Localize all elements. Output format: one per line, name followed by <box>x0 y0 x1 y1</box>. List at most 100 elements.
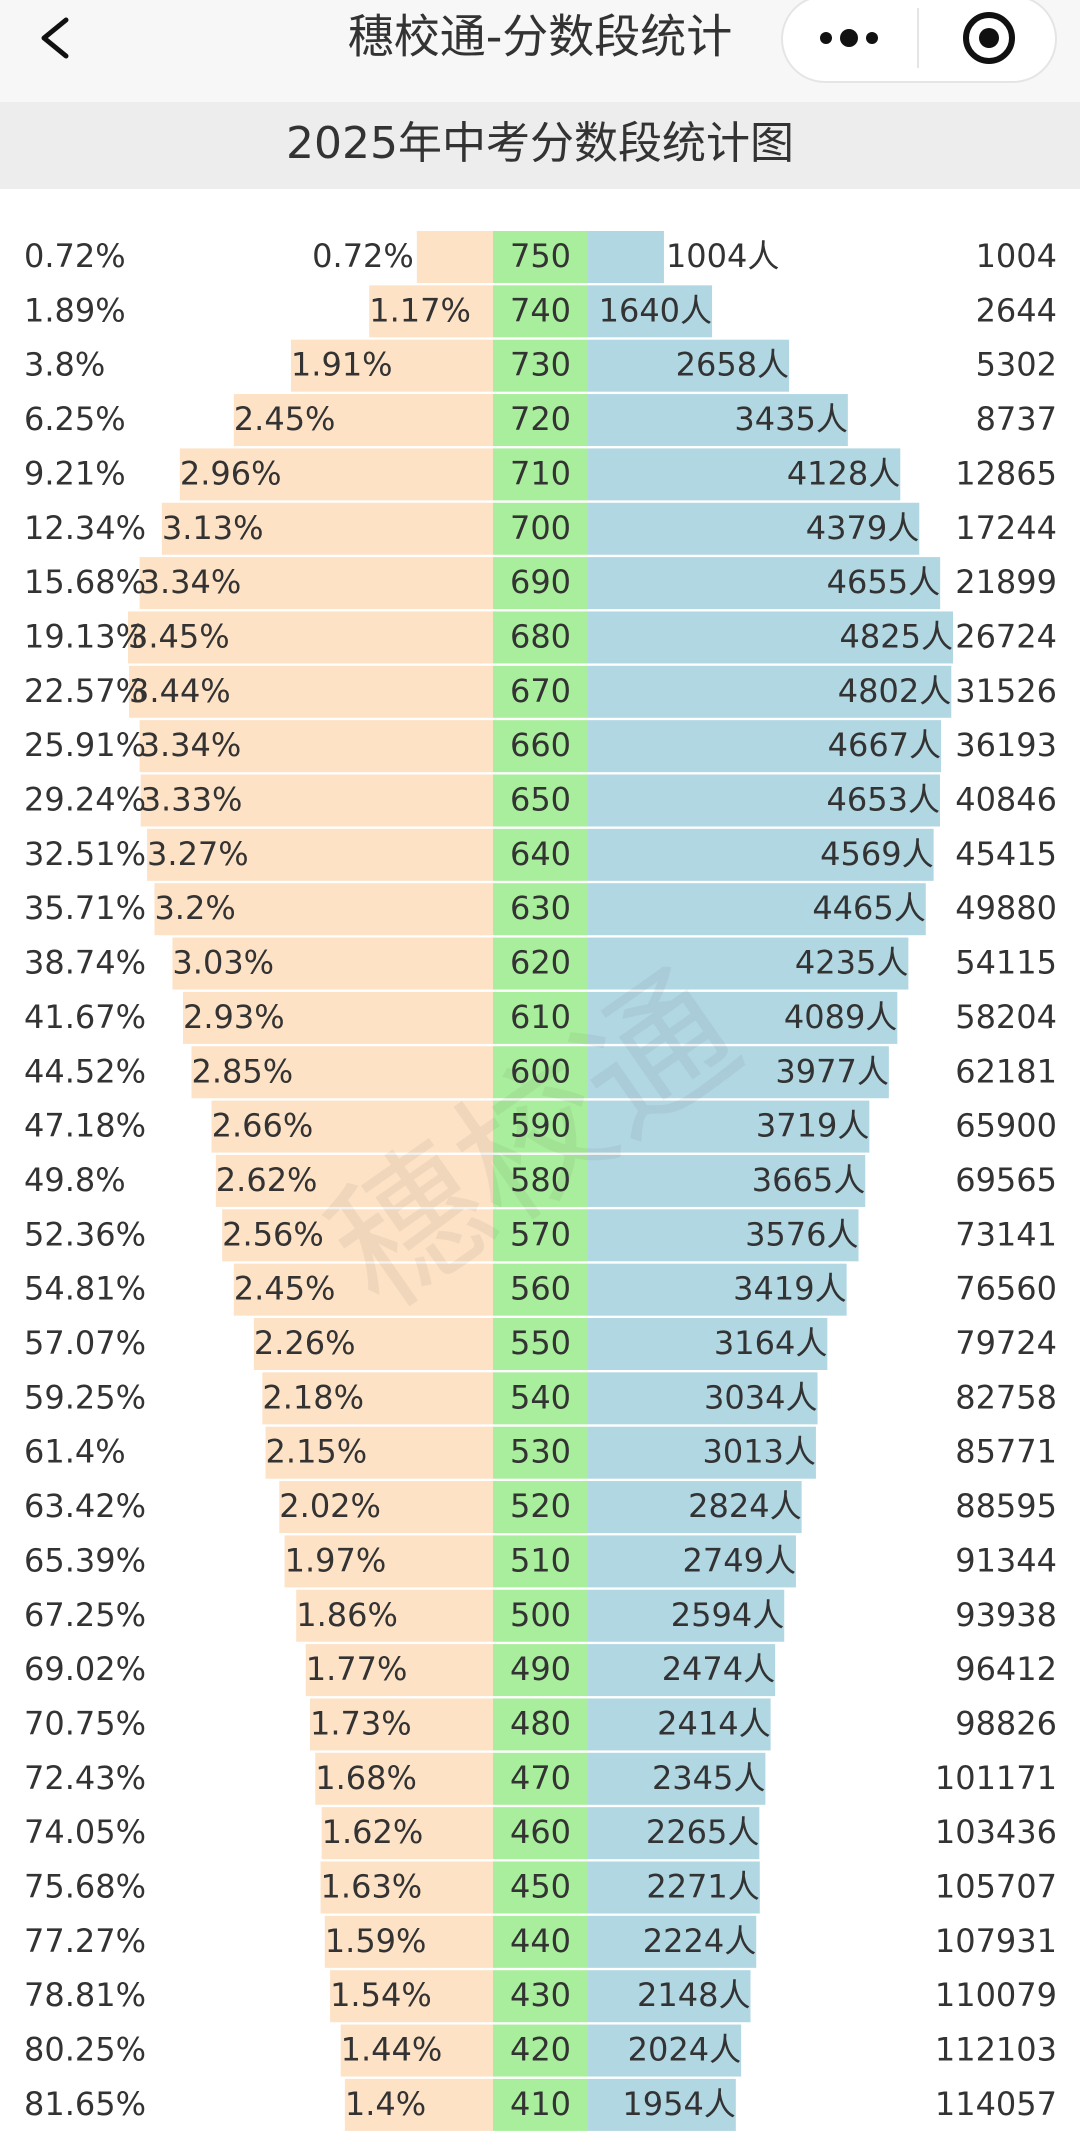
left-bar <box>262 1372 493 1425</box>
left-value-label: 1.73% <box>310 1704 412 1742</box>
right-bar <box>588 611 953 664</box>
left-value-label: 2.15% <box>266 1433 368 1471</box>
left-value-label: 1.62% <box>322 1813 424 1851</box>
right-value-label: 3013人 <box>702 1433 815 1471</box>
right-bar <box>588 1698 771 1751</box>
score-cell <box>493 1263 588 1316</box>
right-bar <box>588 1644 776 1697</box>
left-value-label: 2.26% <box>254 1324 356 1362</box>
left-value-label: 2.56% <box>222 1215 324 1253</box>
cumulative-percent: 70.75% <box>24 1704 146 1742</box>
score-label: 570 <box>510 1215 571 1253</box>
left-bar <box>172 937 493 990</box>
score-cell <box>493 2024 588 2077</box>
cumulative-percent: 38.74% <box>24 944 146 982</box>
right-bar <box>588 665 952 718</box>
score-label: 530 <box>510 1433 571 1471</box>
close-button[interactable] <box>963 12 1015 64</box>
right-value-label: 1954人 <box>622 2085 735 2123</box>
left-bar <box>369 285 493 338</box>
left-bar <box>147 828 494 881</box>
right-bar <box>588 991 898 1044</box>
left-bar <box>161 502 493 555</box>
right-bar <box>588 1100 870 1153</box>
cumulative-percent: 32.51% <box>24 835 146 873</box>
cumulative-count: 98826 <box>955 1704 1057 1742</box>
score-cell <box>493 611 588 664</box>
left-bar <box>233 1263 493 1316</box>
left-value-label: 3.45% <box>128 617 230 655</box>
right-bar <box>588 1046 889 1099</box>
cumulative-count: 82758 <box>955 1378 1057 1416</box>
left-bar <box>265 1426 493 1479</box>
right-value-label: 3977人 <box>775 1052 888 1090</box>
right-value-label: 1004人 <box>666 237 779 275</box>
score-cell <box>493 991 588 1044</box>
left-value-label: 1.59% <box>325 1922 427 1960</box>
cumulative-count: 40846 <box>955 781 1057 819</box>
cumulative-count: 36193 <box>955 726 1057 764</box>
cumulative-percent: 59.25% <box>24 1378 146 1416</box>
left-bar <box>253 1318 493 1370</box>
cumulative-count: 12865 <box>955 454 1057 492</box>
score-label: 720 <box>510 400 571 438</box>
right-bar <box>588 2024 742 2077</box>
score-cell <box>493 828 588 881</box>
cumulative-percent: 44.52% <box>24 1052 146 1090</box>
left-bar <box>296 1589 493 1642</box>
cumulative-percent: 61.4% <box>24 1433 126 1471</box>
score-label: 620 <box>510 944 571 982</box>
cumulative-count: 73141 <box>955 1215 1057 1253</box>
cumulative-percent: 19.13% <box>24 617 146 655</box>
right-value-label: 3164人 <box>714 1324 827 1362</box>
right-value-label: 4825人 <box>840 617 953 655</box>
score-label: 550 <box>510 1324 571 1362</box>
cumulative-count: 91344 <box>955 1541 1057 1579</box>
more-button[interactable] <box>820 29 878 47</box>
right-value-label: 2824人 <box>688 1487 801 1525</box>
cumulative-count: 76560 <box>955 1270 1057 1308</box>
right-bar <box>588 285 713 338</box>
left-value-label: 2.66% <box>212 1107 314 1145</box>
cumulative-count: 65900 <box>955 1107 1057 1145</box>
right-bar <box>588 1807 760 1860</box>
right-value-label: 4089人 <box>784 998 897 1036</box>
right-value-label: 4667人 <box>828 726 941 764</box>
left-value-label: 2.45% <box>234 1270 336 1308</box>
right-bar <box>588 1263 847 1316</box>
right-bar <box>588 2078 736 2131</box>
score-cell <box>493 502 588 555</box>
cumulative-percent: 35.71% <box>24 889 146 927</box>
score-label: 480 <box>510 1704 571 1742</box>
cumulative-percent: 69.02% <box>24 1650 146 1688</box>
title-band <box>0 102 1080 189</box>
right-bar <box>588 1318 828 1370</box>
cumulative-percent: 41.67% <box>24 998 146 1036</box>
left-value-label: 2.96% <box>180 454 282 492</box>
score-label: 650 <box>510 781 571 819</box>
score-label: 440 <box>510 1922 571 1960</box>
cumulative-count: 31526 <box>955 672 1057 710</box>
left-bar <box>139 557 493 610</box>
right-bar <box>588 448 901 501</box>
cumulative-percent: 6.25% <box>24 400 126 438</box>
left-bar <box>279 1481 493 1534</box>
right-bar <box>588 394 848 447</box>
left-value-label: 1.97% <box>285 1541 387 1579</box>
right-value-label: 4802人 <box>838 672 951 710</box>
cumulative-count: 69565 <box>955 1161 1057 1199</box>
left-value-label: 3.34% <box>140 563 242 601</box>
right-bar <box>588 1970 751 2023</box>
cumulative-percent: 49.8% <box>24 1161 126 1199</box>
score-label: 750 <box>510 237 571 275</box>
score-label: 710 <box>510 454 571 492</box>
score-label: 690 <box>510 563 571 601</box>
right-bar <box>588 1861 760 1914</box>
right-bar <box>588 1589 785 1642</box>
left-bar <box>416 231 493 283</box>
score-label: 560 <box>510 1270 571 1308</box>
right-value-label: 4465人 <box>812 889 925 927</box>
cumulative-percent: 72.43% <box>24 1759 146 1797</box>
back-button[interactable] <box>41 17 69 59</box>
cumulative-count: 21899 <box>955 563 1057 601</box>
